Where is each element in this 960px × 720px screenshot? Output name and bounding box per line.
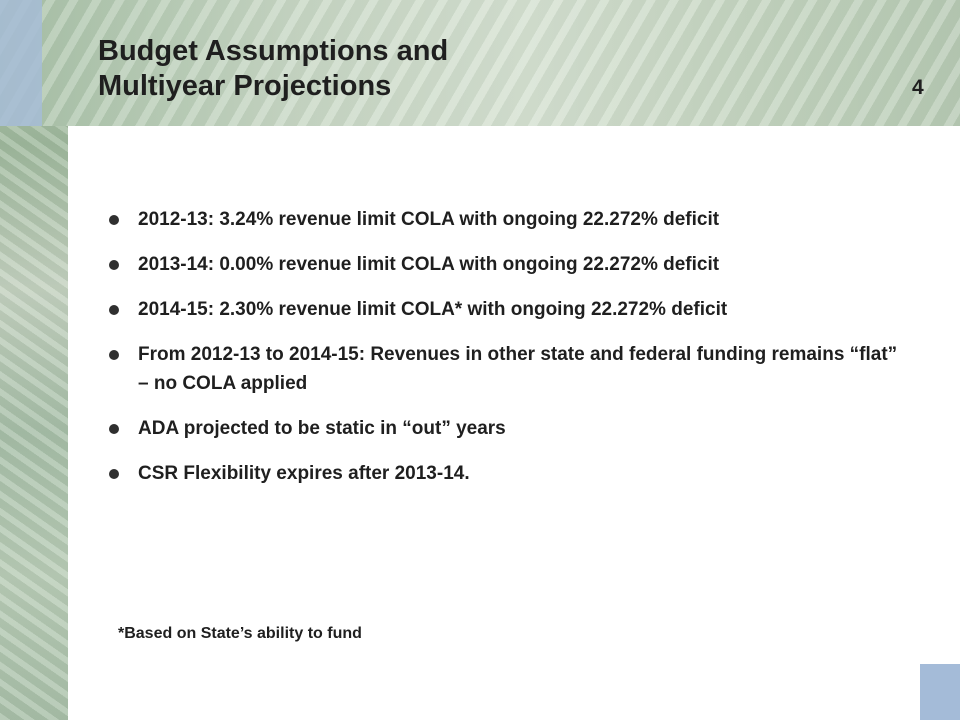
bullet-item: 2012-13: 3.24% revenue limit COLA with o…: [106, 205, 906, 234]
bullet-text: 2014-15: 2.30% revenue limit COLA* with …: [138, 299, 728, 320]
background-top-band: [0, 0, 960, 126]
bullet-text: 2012-13: 3.24% revenue limit COLA with o…: [138, 209, 720, 230]
bullet-dot-icon: [109, 350, 119, 360]
bullet-item: ADA projected to be static in “out” year…: [106, 414, 906, 443]
bullet-item: 2013-14: 0.00% revenue limit COLA with o…: [106, 250, 906, 279]
bullet-text: From 2012-13 to 2014-15: Revenues in oth…: [138, 344, 898, 394]
bullet-dot-icon: [109, 260, 119, 270]
slide-number: 4: [912, 76, 924, 99]
slide-title-line1: Budget Assumptions and: [98, 35, 449, 67]
bullet-dot-icon: [109, 215, 119, 225]
bullet-item: CSR Flexibility expires after 2013-14.: [106, 459, 906, 488]
bullet-text: 2013-14: 0.00% revenue limit COLA with o…: [138, 254, 720, 275]
background-blue-accent-top: [0, 0, 42, 126]
slide-title-line2: Multiyear Projections: [98, 70, 392, 103]
bullet-text: ADA projected to be static in “out” year…: [138, 418, 506, 439]
background-blue-accent-bottom: [920, 664, 960, 720]
bullet-item: 2014-15: 2.30% revenue limit COLA* with …: [106, 295, 906, 324]
content-area: [68, 126, 960, 720]
bullet-dot-icon: [109, 424, 119, 434]
bullet-item: From 2012-13 to 2014-15: Revenues in oth…: [106, 340, 906, 398]
bullet-dot-icon: [109, 305, 119, 315]
footnote: *Based on State’s ability to fund: [118, 625, 362, 642]
bullet-text: CSR Flexibility expires after 2013-14.: [138, 463, 470, 484]
bullet-dot-icon: [109, 469, 119, 479]
bullet-list: 2012-13: 3.24% revenue limit COLA with o…: [106, 205, 906, 504]
slide-title: Budget Assumptions and Multiyear Project…: [98, 34, 448, 105]
